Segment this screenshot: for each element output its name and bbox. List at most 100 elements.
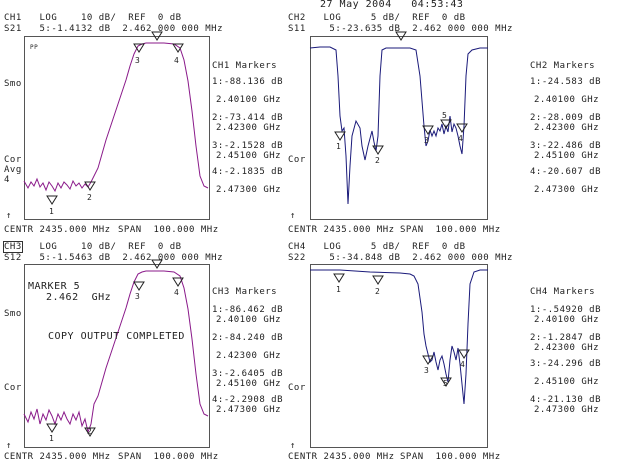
ch3-graticule[interactable] — [24, 264, 210, 448]
ch4-marker-1-value: 1:-.54920 dB — [530, 305, 602, 315]
ch4-marker-5: 5 — [440, 377, 452, 388]
ch2-marker-4-value: 4:-20.607 dB — [530, 167, 602, 177]
ch4-markers-title: CH4 Markers — [530, 287, 596, 297]
svg-text:3: 3 — [135, 292, 140, 301]
ch4-correction-label: Cor — [288, 383, 306, 393]
ch1-marker-4-freq: 2.47300 GHz — [216, 185, 282, 195]
ch2-marker-1-value: 1:-24.583 dB — [530, 77, 602, 87]
ch4-marker-1-freq: 2.40100 GHz — [534, 315, 600, 325]
ch4-center-frequency: CENTR 2435.000 MHz — [288, 452, 395, 462]
ch3-header-scale: CH3 LOG 10 dB/ REF 0 dB — [3, 241, 182, 253]
ch2-header-scale: CH2 LOG 5 dB/ REF 0 dB — [288, 13, 466, 23]
ch2-marker-5: 5 — [440, 111, 452, 129]
ch4-marker-4-freq: 2.47300 GHz — [534, 405, 600, 415]
ch3-marker-2: 2 — [84, 427, 96, 437]
ch1-header-marker: S21 5:-1.4132 dB 2.462 000 000 MHz — [4, 24, 223, 34]
ch1-trace — [23, 42, 209, 193]
ch4-reference-pointer: ↑ — [290, 441, 296, 451]
ch4-header-scale: CH4 LOG 5 dB/ REF 0 dB — [288, 242, 466, 252]
svg-text:2: 2 — [375, 156, 380, 165]
ch1-center-frequency: CENTR 2435.000 MHz — [4, 225, 111, 235]
ch3-smoothing-label: Smo — [4, 309, 22, 319]
ch2-marker-2: 2 — [372, 145, 384, 165]
ch3-marker-3-value: 3:-2.6405 dB — [212, 369, 284, 379]
svg-text:1: 1 — [336, 142, 341, 151]
svg-text:3: 3 — [135, 56, 140, 65]
ch1-marker-4-value: 4:-2.1835 dB — [212, 167, 284, 177]
ch1-marker-1-freq: 2.40100 GHz — [216, 95, 282, 105]
ch2-marker-5-active — [395, 31, 407, 41]
ch1-header-scale: CH1 LOG 10 dB/ REF 0 dB — [4, 13, 182, 23]
svg-text:1: 1 — [336, 285, 341, 294]
ch1-average-count: 4 — [4, 175, 10, 185]
ch1-marker-1-value: 1:-88.136 dB — [212, 77, 284, 87]
ch2-header-marker: S11 5:-23.635 dB 2.462 000 000 MHz — [288, 24, 513, 34]
svg-text:4: 4 — [460, 360, 465, 369]
svg-text:1: 1 — [49, 207, 54, 216]
ch3-markers-title: CH3 Markers — [212, 287, 278, 297]
ch3-marker-4-value: 4:-2.2908 dB — [212, 395, 284, 405]
svg-text:3: 3 — [424, 136, 429, 145]
ch2-span: SPAN 100.000 MHz — [400, 225, 501, 235]
ch3-marker-3-freq: 2.45100 GHz — [216, 379, 282, 389]
ch4-marker-1: 1 — [333, 273, 345, 294]
ch2-marker-3-freq: 2.45100 GHz — [534, 151, 600, 161]
ch2-center-frequency: CENTR 2435.000 MHz — [288, 225, 395, 235]
ch1-marker-1: 1 — [46, 195, 58, 216]
ch2-trace — [309, 46, 488, 205]
ch3-marker-4: 4 — [172, 277, 184, 297]
ch1-marker-2: 2 — [84, 181, 96, 202]
ch2-marker-1-freq: 2.40100 GHz — [534, 95, 600, 105]
ch4-marker-3-freq: 2.45100 GHz — [534, 377, 600, 387]
ch3-header-rest: LOG 10 dB/ REF 0 dB — [21, 242, 182, 252]
ch1-markers-title: CH1 Markers — [212, 61, 278, 71]
ch1-average-label: Avg — [4, 165, 22, 175]
ch4-marker-3-value: 3:-24.296 dB — [530, 359, 602, 369]
ch3-marker-1: 1 — [46, 423, 58, 443]
ch3-marker-3: 3 — [133, 281, 145, 301]
ch3-center-frequency: CENTR 2435.000 MHz — [4, 452, 111, 462]
ch1-reference-pointer: ↑ — [6, 211, 12, 221]
svg-text:2: 2 — [375, 287, 380, 296]
ch3-overlay-marker-frequency: 2.462 GHz — [46, 292, 112, 303]
ch4-trace-plot: 1 2 3 5 4 — [310, 269, 488, 405]
ch4-marker-2-freq: 2.42300 GHz — [534, 343, 600, 353]
ch3-reference-pointer: ↑ — [6, 441, 12, 451]
ch3-trace-plot: 1 2 3 4 — [23, 259, 209, 443]
ch3-span: SPAN 100.000 MHz — [118, 452, 219, 462]
ch3-marker-1-value: 1:-86.462 dB — [212, 305, 284, 315]
ch1-graticule[interactable] — [24, 36, 210, 220]
svg-text:2: 2 — [87, 427, 92, 436]
ch4-marker-2-value: 2:-1.2847 dB — [530, 333, 602, 343]
ch3-overlay-marker-label: MARKER 5 — [28, 281, 81, 292]
svg-text:3: 3 — [424, 366, 429, 375]
ch4-graticule[interactable] — [310, 264, 488, 448]
svg-text:1: 1 — [49, 434, 54, 443]
ch3-active-channel-label[interactable]: CH3 — [3, 241, 23, 253]
ch2-marker-4: 4 — [456, 123, 468, 143]
ch4-marker-4-value: 4:-21.130 dB — [530, 395, 602, 405]
ch1-span: SPAN 100.000 MHz — [118, 225, 219, 235]
ch3-marker-2-freq: 2.42300 GHz — [216, 351, 282, 361]
ch1-pp-flag: PP — [30, 44, 39, 51]
ch1-marker-2-value: 2:-73.414 dB — [212, 113, 284, 123]
ch4-marker-3: 3 — [422, 355, 434, 375]
ch1-marker-3-value: 3:-2.1528 dB — [212, 141, 284, 151]
ch1-trace-plot: 1 2 3 4 — [23, 31, 209, 216]
ch1-marker-4: 4 — [172, 43, 184, 65]
ch4-header-marker: S22 5:-34.848 dB 2.462 000 000 MHz — [288, 253, 513, 263]
svg-text:4: 4 — [174, 56, 179, 65]
ch3-marker-1-freq: 2.40100 GHz — [216, 315, 282, 325]
ch4-marker-4: 4 — [458, 349, 470, 369]
timestamp: 27 May 2004 04:53:43 — [320, 0, 464, 10]
ch2-reference-pointer: ↑ — [290, 211, 296, 221]
svg-text:4: 4 — [458, 134, 463, 143]
ch1-marker-2-freq: 2.42300 GHz — [216, 123, 282, 133]
ch2-marker-1: 1 — [334, 131, 346, 151]
ch4-marker-2: 2 — [372, 275, 384, 296]
ch2-marker-2-value: 2:-28.009 dB — [530, 113, 602, 123]
svg-text:5: 5 — [443, 379, 448, 388]
ch2-markers-title: CH2 Markers — [530, 61, 596, 71]
ch3-marker-2-value: 2:-84.240 dB — [212, 333, 284, 343]
ch4-trace — [310, 269, 488, 405]
